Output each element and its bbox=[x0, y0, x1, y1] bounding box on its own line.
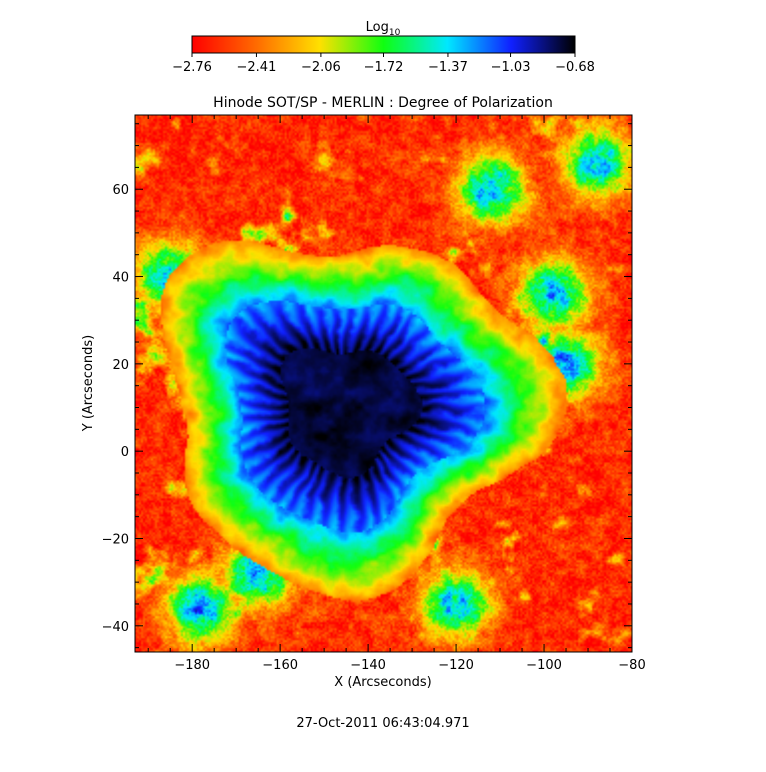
colorbar bbox=[191, 35, 576, 54]
y-tick-label: −40 bbox=[102, 620, 129, 635]
y-tick-label: 20 bbox=[112, 358, 129, 373]
x-tick-label: −80 bbox=[618, 658, 645, 673]
x-tick-label: −140 bbox=[350, 658, 386, 673]
x-tick-label: −100 bbox=[526, 658, 562, 673]
y-axis-label: Y (Arcseconds) bbox=[81, 335, 96, 432]
chart-title: Hinode SOT/SP - MERLIN : Degree of Polar… bbox=[213, 95, 553, 111]
y-tick-label: −20 bbox=[102, 532, 129, 547]
timestamp: 27-Oct-2011 06:43:04.971 bbox=[296, 716, 469, 731]
x-axis-label: X (Arcseconds) bbox=[334, 675, 431, 690]
colorbar-ticks: −2.76 −2.41 −2.06 −1.72 −1.37 −1.03 −0.68 bbox=[172, 53, 595, 75]
colorbar-tick-label: −2.41 bbox=[237, 60, 277, 75]
plot-frame bbox=[134, 114, 633, 653]
colorbar-tick-label: −1.37 bbox=[428, 60, 468, 75]
x-tick-label: −180 bbox=[174, 658, 210, 673]
colorbar-label: Log10 bbox=[366, 20, 401, 38]
x-axis-ticks: −180 −160 −140 −120 −100 −80 bbox=[147, 115, 646, 673]
colorbar-tick-label: −1.72 bbox=[364, 60, 404, 75]
y-tick-label: 40 bbox=[112, 271, 129, 286]
colorbar-tick-label: −2.06 bbox=[301, 60, 341, 75]
y-tick-label: 0 bbox=[121, 445, 129, 460]
heatmap-image bbox=[135, 115, 632, 652]
x-tick-label: −160 bbox=[262, 658, 298, 673]
y-tick-label: 60 bbox=[112, 183, 129, 198]
colorbar-tick-label: −2.76 bbox=[172, 60, 212, 75]
y-axis-ticks: −40 −20 0 20 40 60 bbox=[102, 123, 632, 649]
colorbar-tick-label: −0.68 bbox=[555, 60, 595, 75]
x-tick-label: −120 bbox=[438, 658, 474, 673]
colorbar-tick-label: −1.03 bbox=[491, 60, 531, 75]
polarization-map bbox=[135, 115, 632, 652]
